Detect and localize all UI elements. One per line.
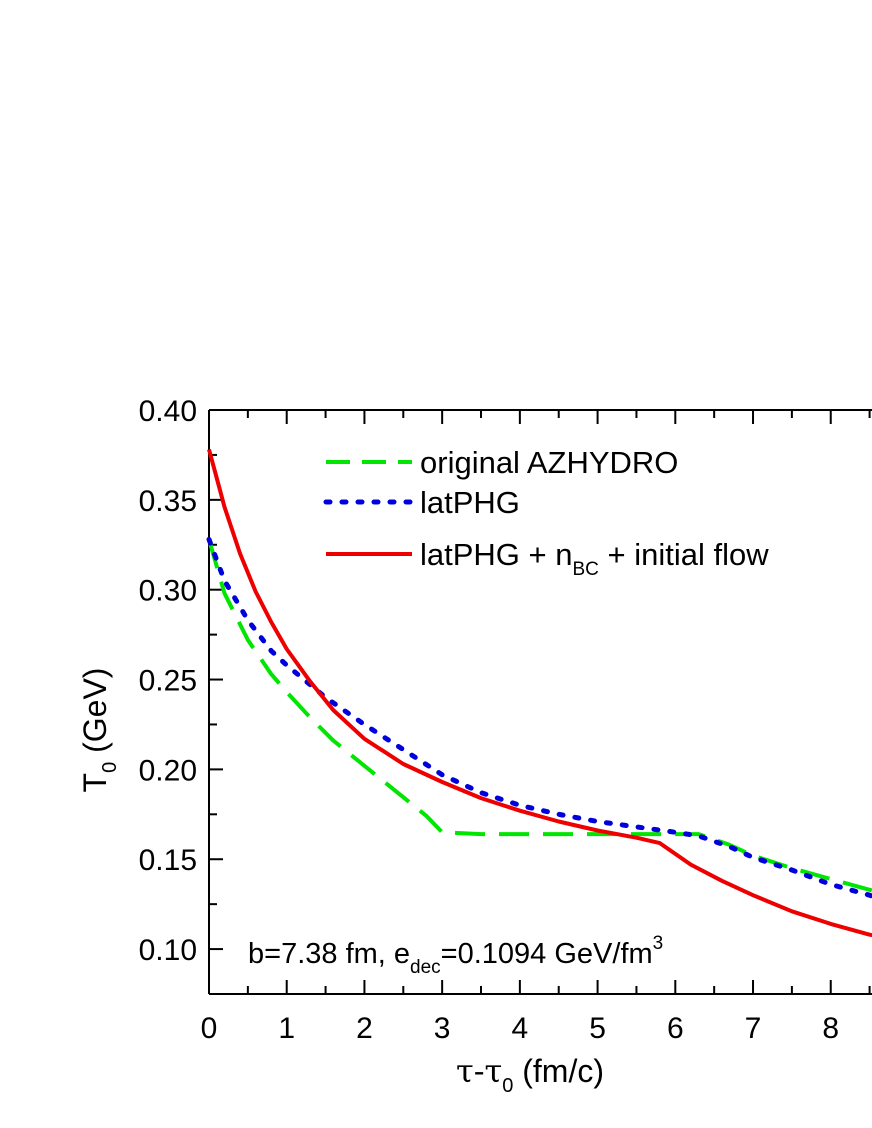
series-line-1 [206,536,872,899]
series-line-2 [207,448,872,938]
y-axis-title: T0 (GeV) [77,668,121,793]
y-axis-title-sub: 0 [99,762,121,773]
y-tick-label: 0.15 [139,844,197,877]
y-tick-label: 0.20 [139,754,197,787]
x-axis-title-unit: (fm/c) [513,1053,604,1089]
x-axis-title-sub: 0 [502,1075,513,1097]
legend-label-2: latPHG + nBC + initial flow [420,537,769,580]
x-tick-label: 3 [434,1012,451,1045]
series-group [206,448,872,938]
x-tick-label: 0 [201,1012,218,1045]
annotation-sub: dec [410,957,441,978]
y-tick-label: 0.30 [139,575,197,608]
y-axis-title-unit: (GeV) [77,668,113,762]
x-axis-title-main: τ-τ [456,1052,502,1090]
series-line-0 [207,538,872,893]
legend-label-main: original AZHYDRO [420,445,678,480]
y-tick-label: 0.10 [139,934,197,967]
legend-label-rest: + initial flow [599,537,769,572]
y-axis-title-main: T [77,773,113,793]
axes: 01234567890.100.150.200.250.300.350.40 [139,395,872,1045]
legend-label-sub: BC [573,559,599,580]
x-tick-label: 6 [667,1012,684,1045]
x-tick-label: 7 [745,1012,762,1045]
annotation-part2: =0.1094 GeV/fm [441,938,653,970]
y-tick-label: 0.25 [139,665,197,698]
x-tick-label: 5 [589,1012,606,1045]
y-tick-label: 0.40 [139,395,197,428]
x-tick-label: 4 [512,1012,529,1045]
legend-label-main: latPHG + n [420,537,573,572]
y-tick-label: 0.35 [139,485,197,518]
annotation: b=7.38 fm, edec=0.1094 GeV/fm3 [248,933,663,978]
legend-label-1: latPHG [420,485,520,520]
x-tick-label: 2 [356,1012,373,1045]
annotation-part1: b=7.38 fm, e [248,938,410,970]
legend-label-0: original AZHYDRO [420,445,678,480]
annotation-sup: 3 [653,933,664,954]
legend: original AZHYDRO latPHG latPHG + nBC + ini… [323,445,769,580]
x-tick-label: 1 [278,1012,295,1045]
legend-label-main: latPHG [420,485,520,520]
x-tick-label: 8 [822,1012,839,1045]
x-axis-title: τ-τ0 (fm/c) [456,1052,604,1097]
